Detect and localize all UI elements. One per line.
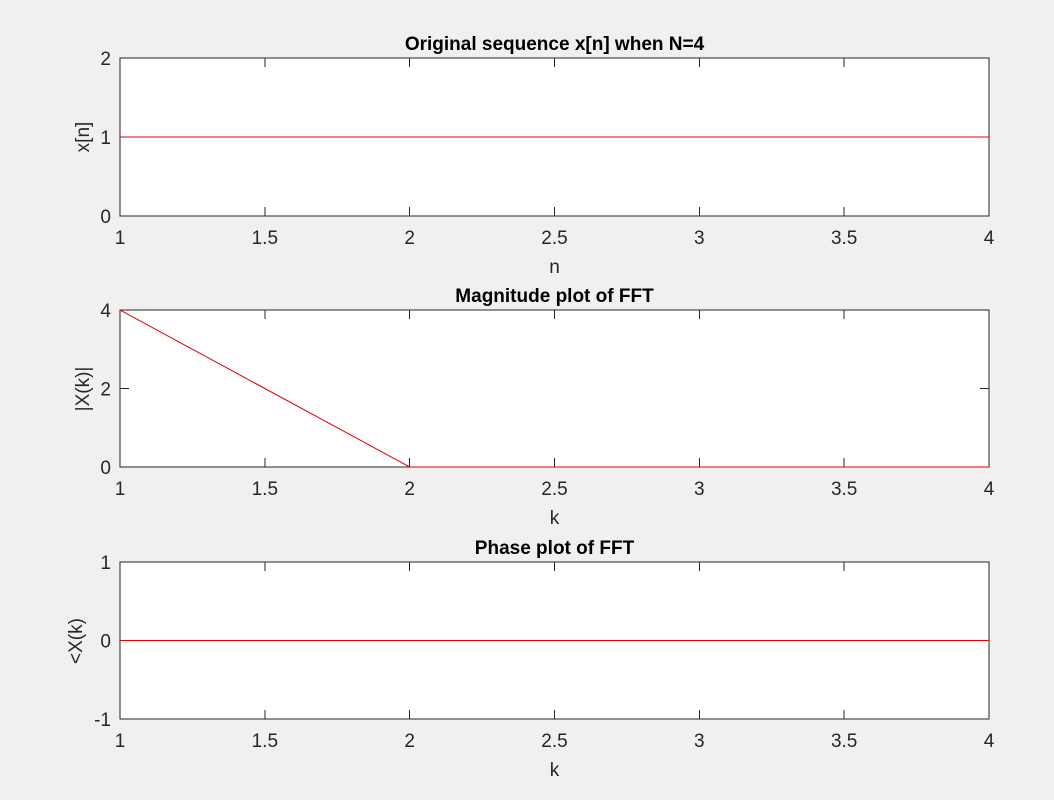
x-tick-label: 3.5 — [831, 228, 857, 249]
x-tick-label: 3.5 — [831, 731, 857, 752]
x-axis-label: n — [549, 257, 560, 278]
y-axis-label: |X(k)| — [73, 367, 94, 412]
y-tick-label: 0 — [100, 632, 111, 653]
x-tick-label: 1 — [115, 731, 126, 752]
x-tick-label: 3.5 — [831, 479, 857, 500]
x-tick-label: 4 — [984, 479, 995, 500]
y-tick-label: -1 — [94, 710, 111, 731]
axes-box — [119, 309, 990, 468]
axis-ticks: 1 1.5 2 2.5 3 3.5 4 -1 0 1 — [94, 553, 995, 752]
y-axis-label: x[n] — [73, 122, 94, 153]
x-tick-label: 3 — [694, 731, 705, 752]
x-tick-label: 2 — [404, 479, 415, 500]
subplot-phase: Phase plot of FFT k <X(k) 1 1.5 2 2.5 3 3.5 4 -… — [66, 538, 995, 781]
x-tick-label: 1 — [115, 228, 126, 249]
subplot-original-sequence: Original sequence x[n] when N=4 n x[n] 1… — [73, 34, 995, 278]
x-axis-label: k — [550, 508, 560, 529]
subplot-magnitude: Magnitude plot of FFT k |X(k)| 1 1.5 2 2.5 3… — [73, 286, 995, 529]
x-tick-label: 2.5 — [541, 479, 567, 500]
x-tick-label: 1.5 — [252, 479, 278, 500]
x-tick-label: 2 — [404, 228, 415, 249]
x-tick-label: 2.5 — [541, 228, 567, 249]
x-tick-label: 3 — [694, 479, 705, 500]
series-line — [119, 309, 989, 468]
x-tick-label: 2 — [404, 731, 415, 752]
y-tick-label: 0 — [100, 458, 111, 479]
y-tick-label: 2 — [100, 380, 111, 401]
plot-title: Magnitude plot of FFT — [455, 286, 654, 307]
x-tick-label: 2.5 — [541, 731, 567, 752]
series-layer — [119, 309, 989, 468]
x-tick-label: 3 — [694, 228, 705, 249]
axis-ticks: 1 1.5 2 2.5 3 3.5 4 0 2 4 — [100, 301, 994, 500]
y-tick-label: 2 — [100, 49, 111, 70]
plot-title: Phase plot of FFT — [475, 538, 635, 559]
y-tick-label: 1 — [100, 553, 111, 574]
x-tick-label: 1.5 — [252, 731, 278, 752]
x-tick-label: 1 — [115, 479, 126, 500]
x-tick-label: 1.5 — [252, 228, 278, 249]
x-tick-label: 4 — [984, 731, 995, 752]
x-axis-label: k — [550, 760, 560, 781]
x-tick-label: 4 — [984, 228, 995, 249]
y-tick-label: 0 — [100, 207, 111, 228]
y-tick-label: 1 — [100, 128, 111, 149]
plot-title: Original sequence x[n] when N=4 — [405, 34, 705, 55]
y-axis-label: <X(k) — [66, 618, 87, 664]
y-tick-label: 4 — [100, 301, 111, 322]
